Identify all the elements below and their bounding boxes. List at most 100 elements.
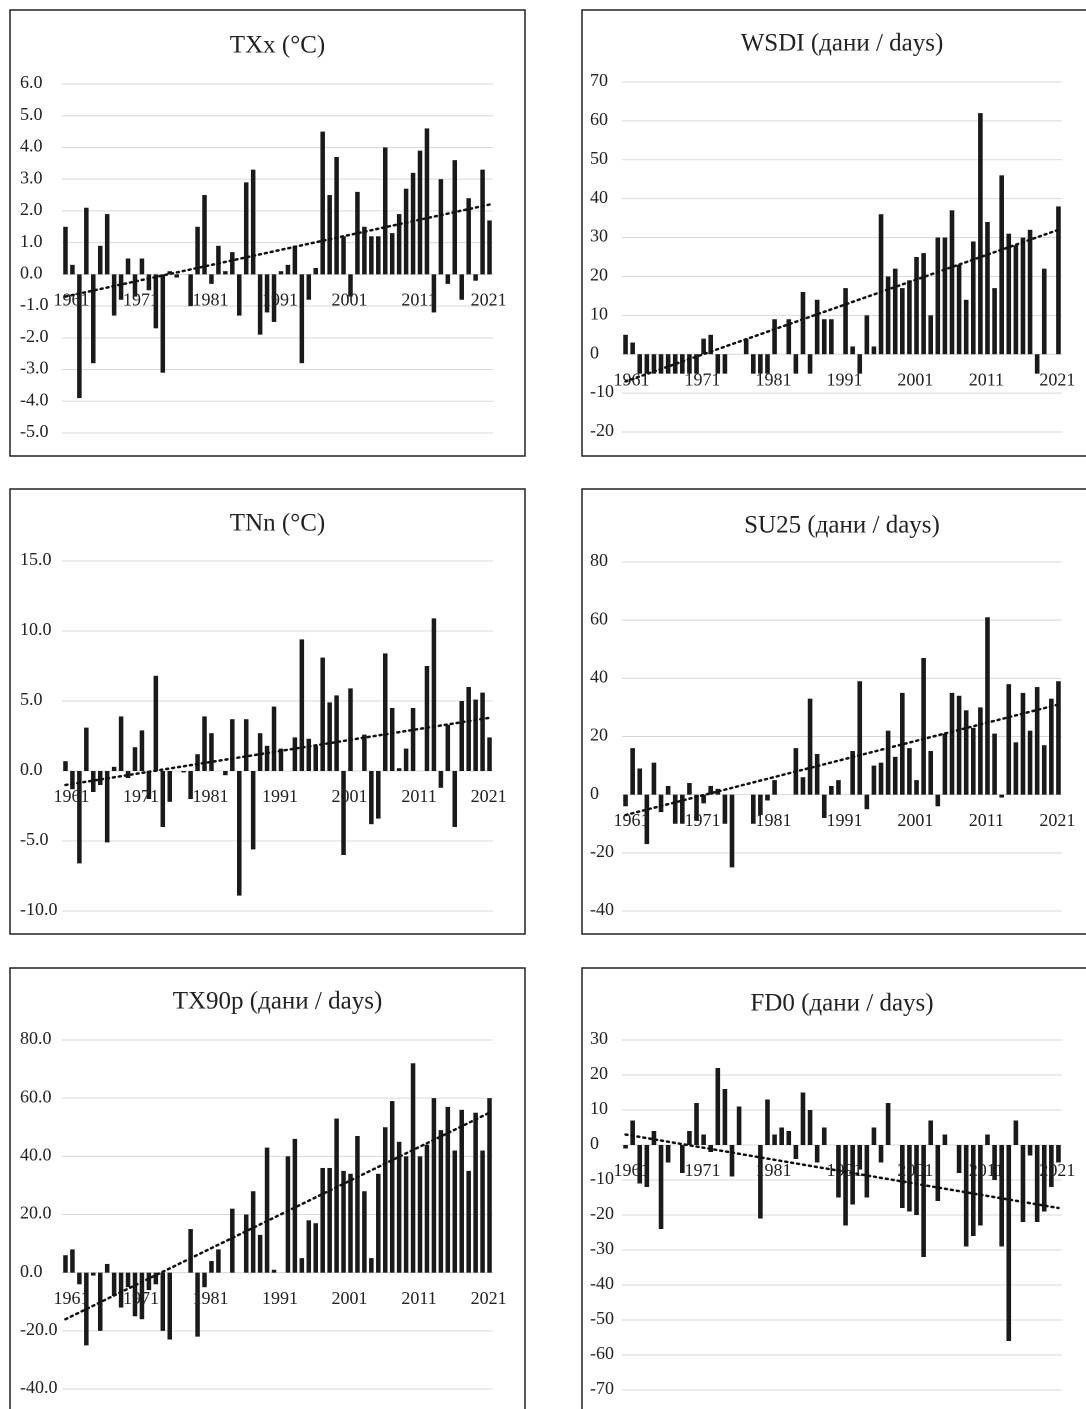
bar	[914, 780, 919, 795]
y-tick-label: -20.0	[20, 1319, 58, 1339]
trend-line	[624, 1133, 1060, 1210]
x-tick-label: 1991	[826, 369, 862, 389]
bar	[209, 1261, 214, 1273]
x-tick-label: 1981	[755, 369, 791, 389]
bar	[118, 1272, 124, 1308]
y-tick-label: 5.0	[20, 689, 43, 709]
bar	[313, 1223, 318, 1273]
bar	[680, 1145, 685, 1173]
bar	[1027, 730, 1033, 795]
bar	[160, 1272, 166, 1331]
x-tick-label: 1971	[685, 810, 721, 830]
bar	[970, 1145, 976, 1236]
bar	[871, 346, 877, 355]
bar	[992, 733, 997, 795]
bar	[292, 737, 298, 771]
bar	[306, 1220, 312, 1273]
y-tick-label: 60	[590, 109, 608, 129]
x-tick-label: 2001	[332, 786, 368, 806]
bar	[630, 1120, 635, 1145]
bar	[772, 319, 777, 355]
x-tick-label: 1961	[53, 786, 89, 806]
y-tick-label: 10.0	[20, 619, 52, 639]
bar	[243, 719, 249, 771]
x-tick-label: 1971	[685, 369, 721, 389]
chart-panel: TNn (°C) -10.0 -5.0 0.0 5.0 10.0 15.0 1961 1971 1…	[9, 488, 526, 935]
bar	[70, 771, 75, 790]
bar	[963, 1145, 969, 1247]
bar	[864, 794, 870, 810]
bar	[637, 1145, 643, 1184]
chart-panel: TX90p (дани / days) -40.0 -20.0 0.0 20.0 40.0…	[9, 967, 526, 1409]
bar	[459, 701, 464, 771]
bar	[271, 706, 277, 771]
bar	[821, 319, 827, 355]
bar	[487, 220, 492, 275]
x-tick-label: 1971	[123, 289, 159, 309]
bar	[132, 747, 138, 771]
bar	[729, 1145, 735, 1177]
bar	[466, 198, 471, 275]
bar	[942, 733, 948, 795]
panel-frame	[581, 488, 1086, 935]
x-tick-label: 2021	[471, 289, 507, 309]
bar	[900, 288, 905, 355]
bar	[230, 719, 235, 771]
y-tick-label: -5.0	[20, 829, 49, 849]
bar	[978, 1145, 983, 1226]
bar	[355, 1135, 360, 1273]
bar	[299, 274, 305, 364]
y-tick-label: 0.0	[20, 1261, 43, 1281]
bar	[369, 771, 374, 825]
bar	[389, 1101, 395, 1273]
bar	[487, 1098, 492, 1273]
x-tick-label: 1971	[123, 1288, 159, 1308]
bar	[104, 771, 110, 843]
bar	[63, 1255, 68, 1273]
bar	[871, 1127, 877, 1145]
y-tick-label: -20	[590, 841, 614, 861]
bar	[438, 1130, 444, 1273]
bar	[708, 785, 714, 795]
x-tick-label: 1971	[123, 786, 159, 806]
panel-frame	[9, 488, 526, 935]
bar	[195, 1272, 200, 1337]
bar	[900, 692, 905, 795]
bar	[1006, 233, 1012, 355]
bar	[992, 1145, 997, 1180]
y-tick-label: 1.0	[20, 231, 43, 251]
y-tick-label: 20	[590, 1063, 608, 1083]
bar	[758, 1145, 763, 1219]
bar	[230, 252, 235, 275]
bar	[146, 771, 152, 799]
bar	[91, 1272, 96, 1276]
bar	[292, 1138, 298, 1273]
x-tick-label: 1991	[826, 1160, 862, 1180]
chart-title: TNn (°C)	[230, 510, 325, 537]
bar	[188, 1229, 193, 1273]
x-tick-label: 1981	[193, 786, 229, 806]
bar	[694, 354, 699, 374]
bar	[431, 274, 437, 313]
bar	[850, 751, 855, 795]
bar	[942, 1134, 948, 1145]
chart-title: SU25 (дани / days)	[744, 512, 940, 539]
bar	[956, 695, 962, 795]
bar	[821, 1127, 827, 1145]
bar	[473, 274, 478, 281]
trend-line	[624, 703, 1060, 817]
bar	[348, 1173, 353, 1273]
bar	[104, 1263, 110, 1273]
bar	[63, 761, 68, 771]
bar	[264, 1147, 270, 1273]
bar	[424, 666, 430, 771]
bar	[410, 1063, 416, 1273]
bar	[111, 766, 117, 771]
bar	[376, 771, 381, 819]
bar	[223, 771, 228, 776]
bar	[843, 288, 848, 355]
bar	[369, 236, 374, 275]
bar	[480, 692, 485, 771]
bar	[167, 1272, 173, 1340]
y-tick-label: -10	[590, 1168, 614, 1188]
